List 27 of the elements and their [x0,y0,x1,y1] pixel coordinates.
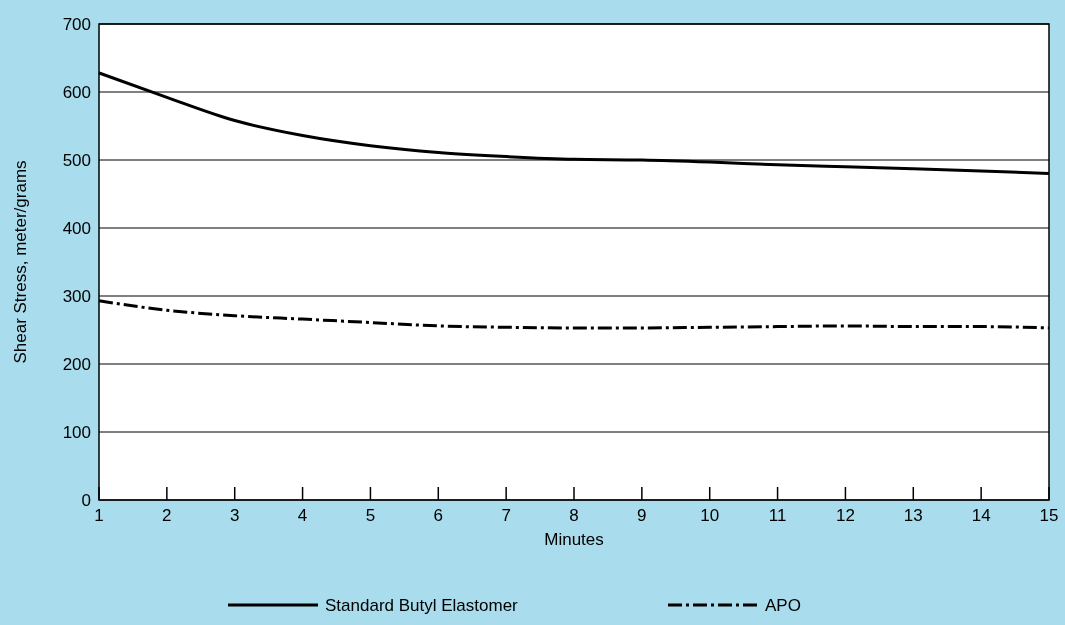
x-tick-label: 7 [501,506,511,525]
x-tick-label: 12 [835,506,855,525]
y-tick-label: 400 [62,219,91,238]
x-axis-title: Minutes [544,530,604,549]
x-tick-label: 13 [903,506,923,525]
y-axis-title: Shear Stress, meter/grams [11,160,30,364]
y-tick-label: 100 [62,423,91,442]
x-tick-label: 4 [297,506,308,525]
y-tick-label: 0 [81,491,91,510]
x-tick-label: 15 [1039,506,1059,525]
x-tick-label: 8 [569,506,579,525]
x-tick-label: 9 [637,506,647,525]
x-tick-label: 6 [433,506,444,525]
x-tick-label: 2 [162,506,172,525]
y-tick-label: 500 [62,151,91,170]
x-tick-label: 5 [365,506,376,525]
x-tick-label: 3 [229,506,240,525]
x-tick-label: 1 [94,506,104,525]
legend-label: APO [765,596,801,615]
y-tick-label: 200 [62,355,91,374]
legend-label: Standard Butyl Elastomer [325,596,519,615]
x-tick-label: 10 [700,506,720,525]
x-tick-label: 11 [768,506,787,525]
x-tick-label: 14 [971,506,991,525]
y-tick-label: 600 [62,83,91,102]
y-tick-label: 300 [62,287,91,306]
y-tick-label: 700 [62,15,91,34]
